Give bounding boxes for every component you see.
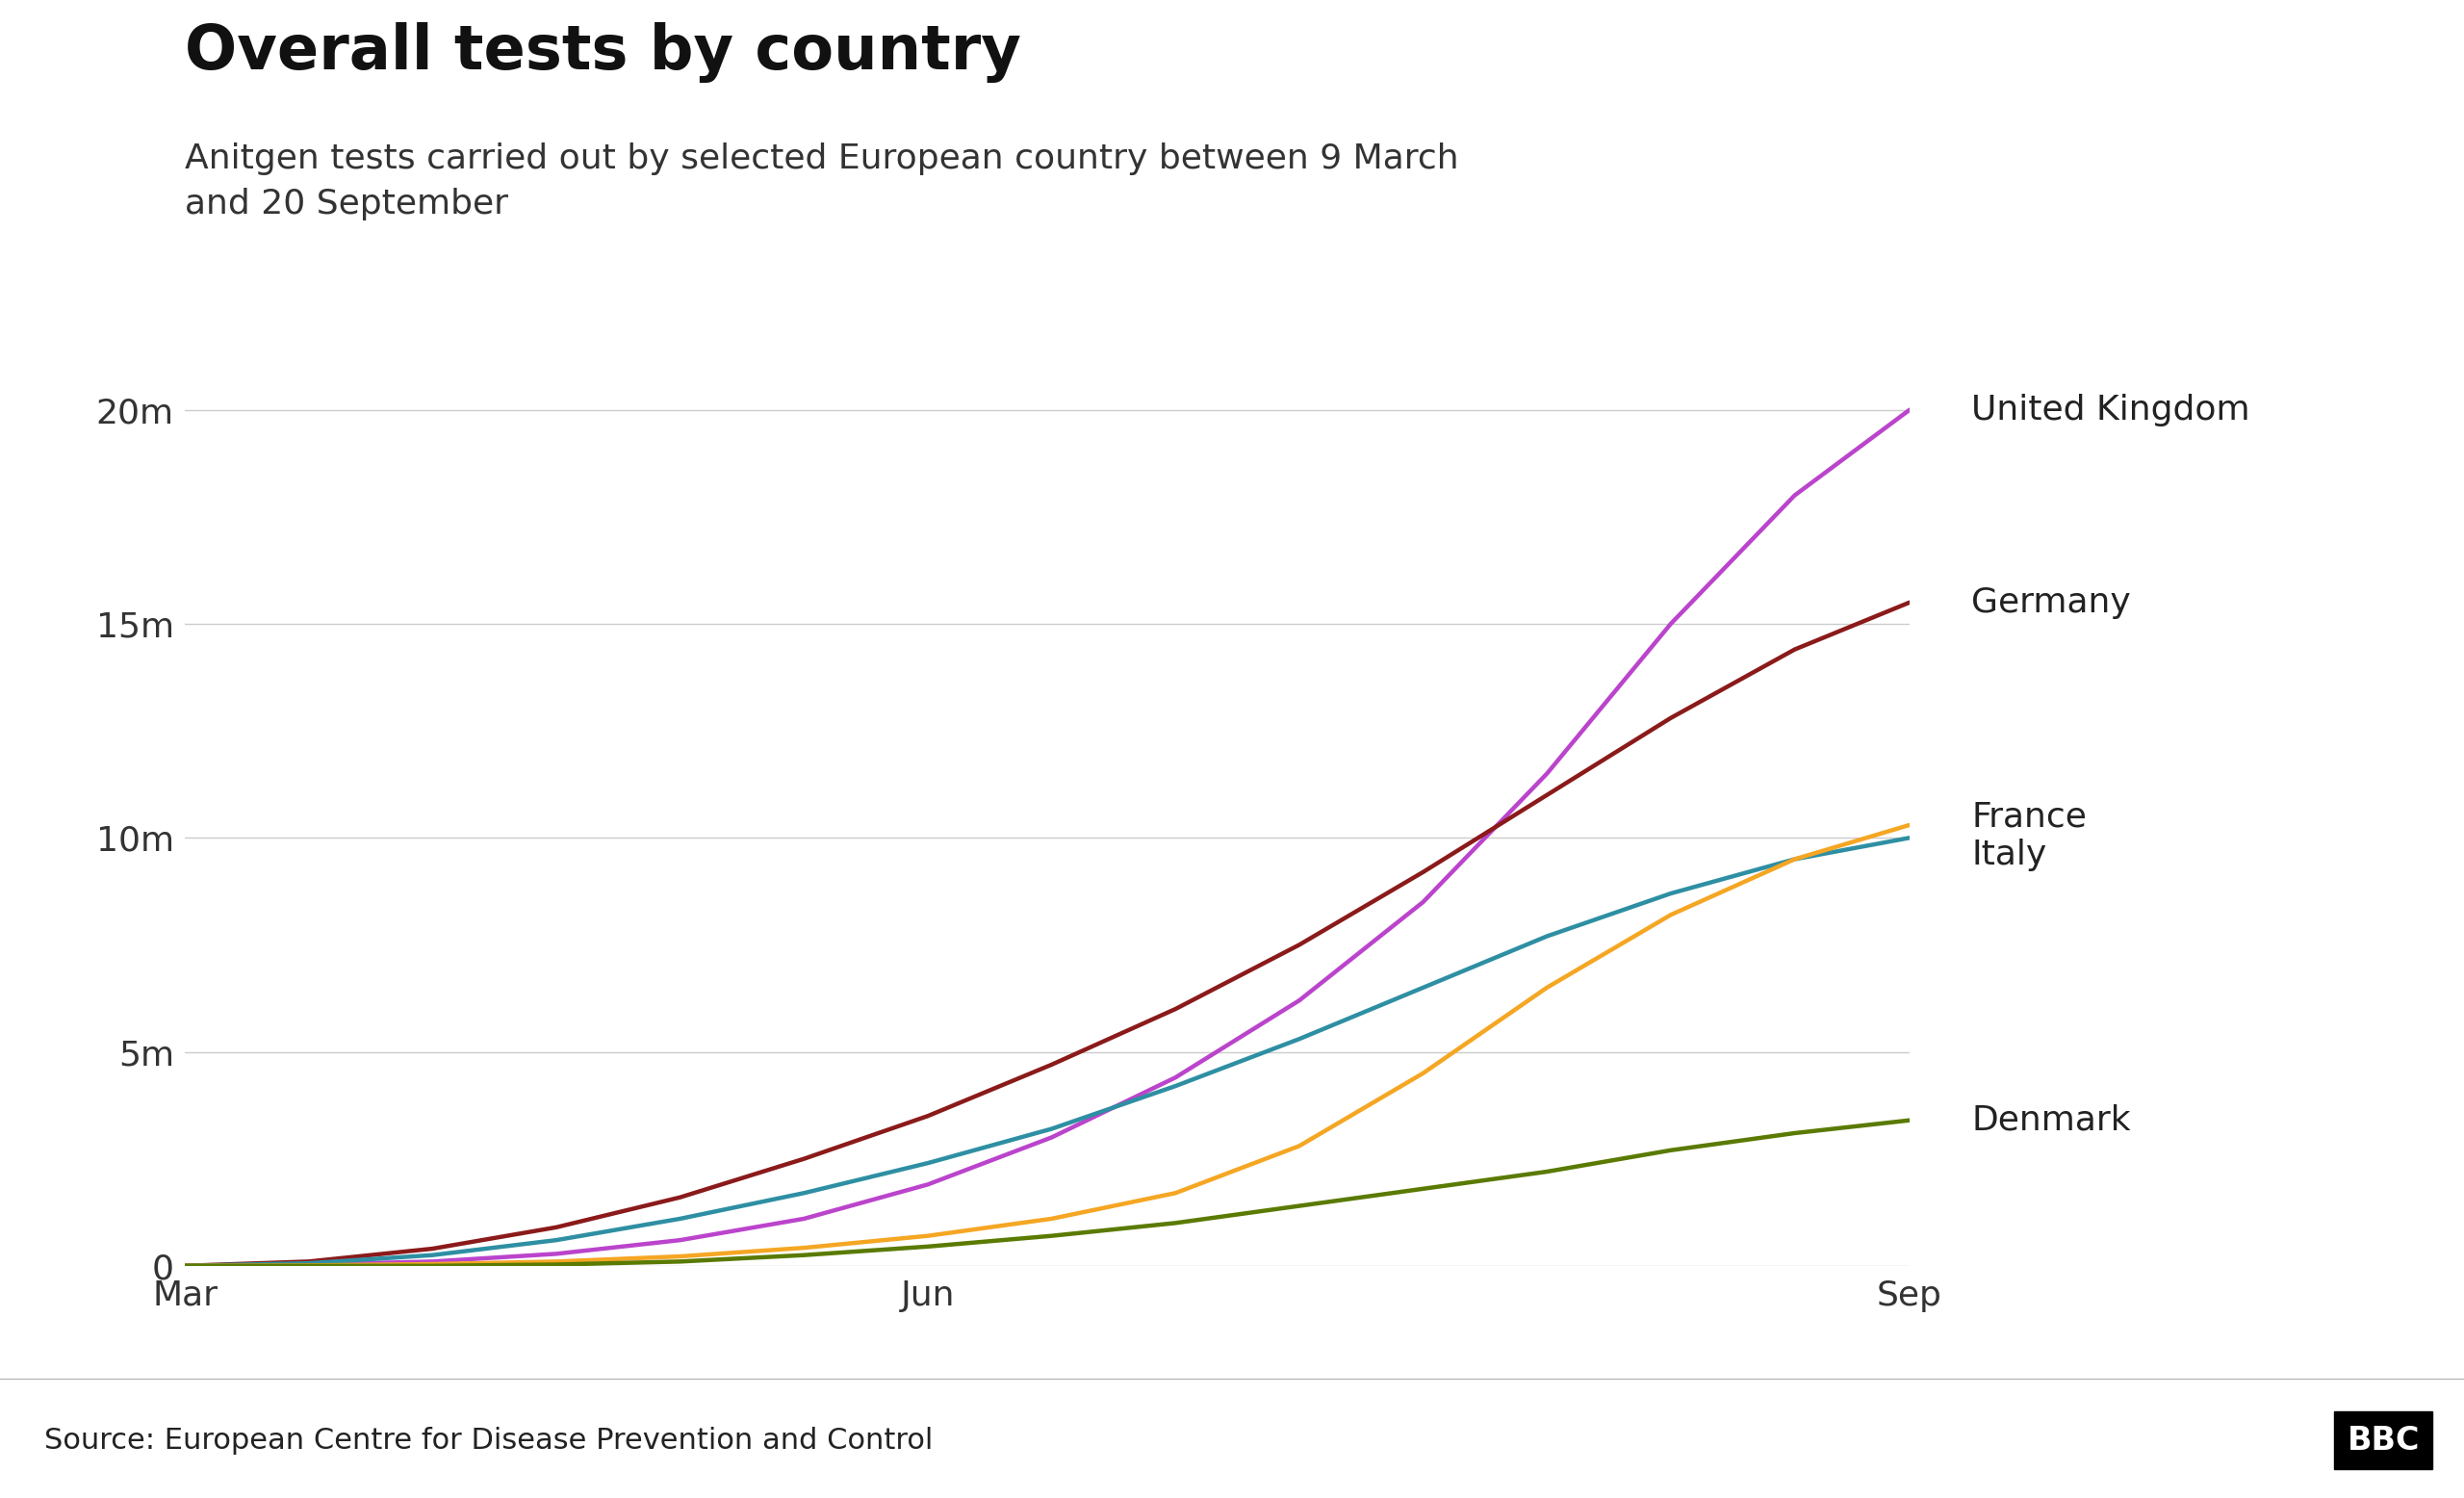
- Text: Germany: Germany: [1971, 586, 2131, 619]
- Text: France: France: [1971, 800, 2087, 833]
- Text: United Kingdom: United Kingdom: [1971, 394, 2250, 425]
- Text: Overall tests by country: Overall tests by country: [185, 22, 1020, 82]
- Text: Denmark: Denmark: [1971, 1104, 2131, 1137]
- Text: BBC: BBC: [2348, 1425, 2420, 1456]
- Text: Italy: Italy: [1971, 839, 2048, 872]
- Text: Anitgen tests carried out by selected European country between 9 March
and 20 Se: Anitgen tests carried out by selected Eu…: [185, 142, 1459, 220]
- Text: Source: European Centre for Disease Prevention and Control: Source: European Centre for Disease Prev…: [44, 1426, 934, 1455]
